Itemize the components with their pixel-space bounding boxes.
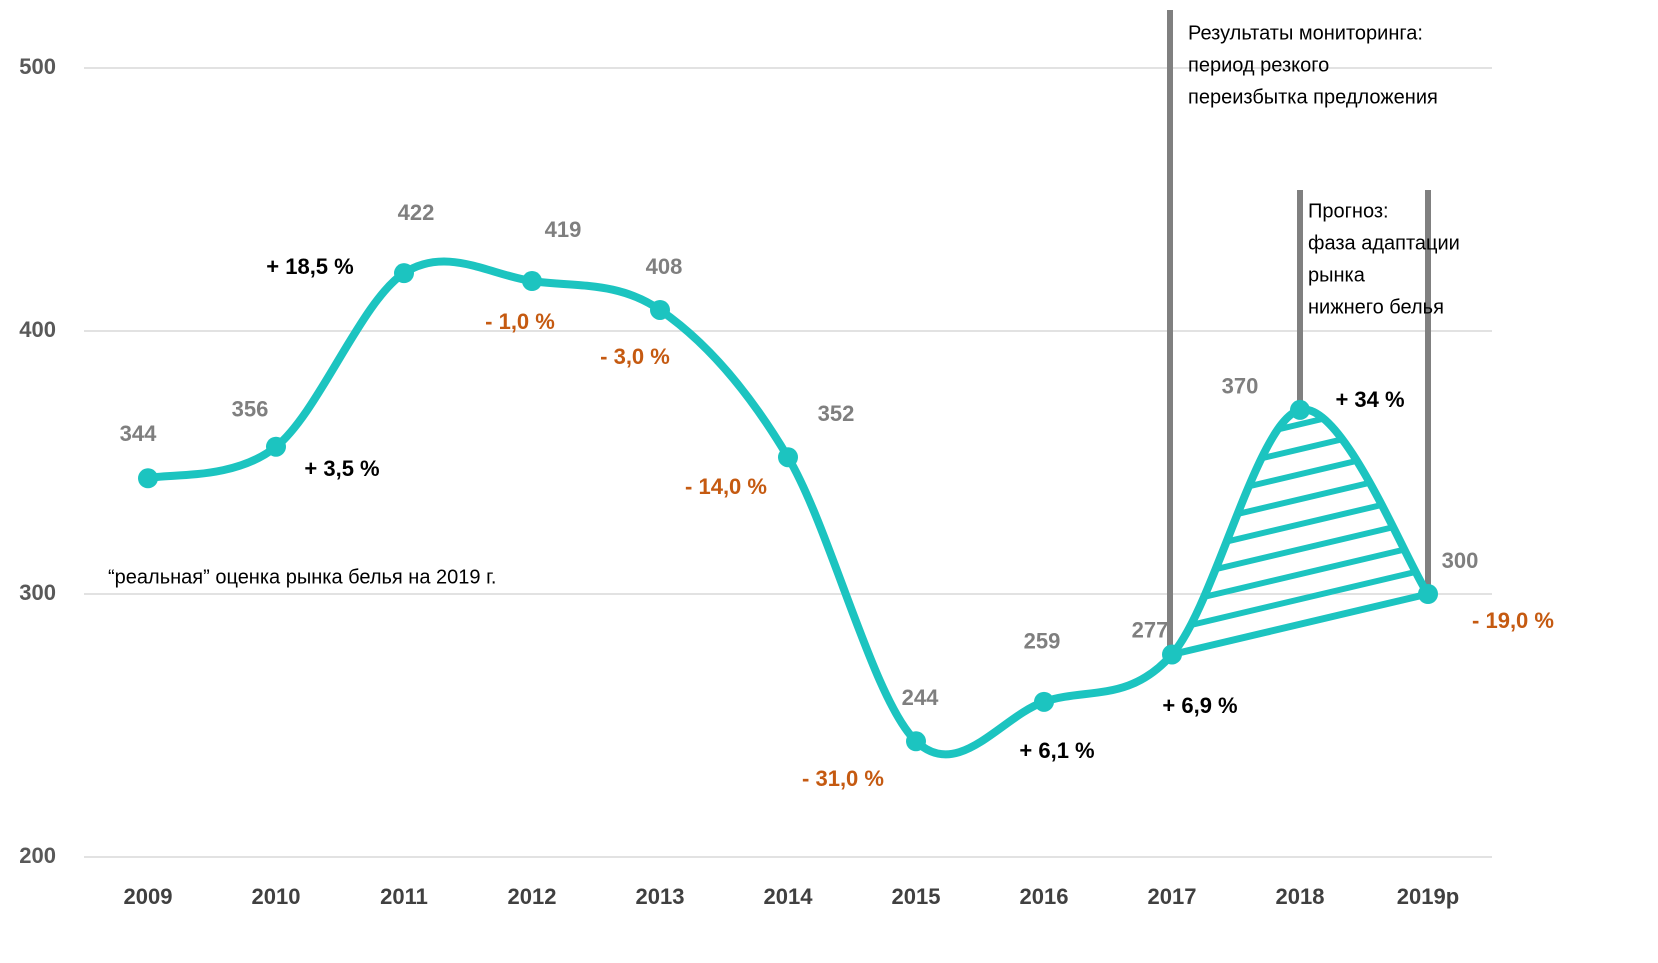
value-label: 300 — [1442, 548, 1479, 573]
value-label: 419 — [545, 217, 582, 242]
x-tick-label: 2011 — [380, 884, 428, 909]
x-tick-label: 2013 — [636, 884, 685, 909]
marker — [1034, 691, 1054, 712]
value-label: 244 — [902, 685, 939, 710]
forecast-note: нижнего белья — [1308, 296, 1444, 318]
value-label: 352 — [818, 401, 855, 426]
value-label: 370 — [1222, 374, 1259, 399]
x-tick-label: 2009 — [124, 884, 173, 909]
value-label: 408 — [646, 254, 683, 279]
marker — [906, 731, 926, 752]
marker — [522, 271, 542, 292]
y-tick-label: 400 — [19, 317, 56, 342]
change-label: + 34 % — [1335, 387, 1404, 412]
forecast-note: рынка — [1308, 264, 1366, 286]
x-tick-label: 2016 — [1020, 884, 1069, 909]
value-label: 344 — [120, 421, 157, 446]
forecast-note: фаза адаптации — [1308, 232, 1460, 254]
x-tick-label: 2014 — [764, 884, 814, 909]
hatch-outline — [1171, 590, 1429, 658]
value-label: 356 — [232, 397, 269, 422]
marker — [1418, 584, 1438, 604]
change-label: - 1,0 % — [485, 309, 555, 334]
change-label: + 6,1 % — [1019, 738, 1094, 763]
value-label: 277 — [1132, 617, 1169, 642]
x-tick-label: 2012 — [508, 884, 557, 909]
y-tick-label: 200 — [19, 843, 56, 868]
line — [144, 257, 1432, 759]
marker — [1162, 644, 1182, 665]
x-tick-label: 2019p — [1397, 884, 1459, 909]
marker — [1290, 399, 1310, 420]
x-tick-label: 2015 — [892, 884, 941, 909]
marker — [650, 299, 670, 320]
change-label: + 3,5 % — [304, 456, 379, 481]
y-tick-label: 500 — [19, 54, 56, 79]
marker — [394, 263, 414, 284]
marker — [266, 436, 286, 457]
change-label: - 31,0 % — [802, 766, 884, 791]
hatch-stripe — [1172, 561, 1428, 638]
estimate-note: “реальная” оценка рынка белья на 2019 г. — [108, 566, 497, 588]
marker — [778, 447, 798, 468]
y-tick-label: 300 — [19, 580, 56, 605]
change-label: + 6,9 % — [1162, 693, 1237, 718]
x-tick-label: 2010 — [252, 884, 301, 909]
value-label: 422 — [398, 200, 435, 225]
change-label: - 3,0 % — [600, 344, 670, 369]
value-label: 259 — [1024, 629, 1061, 654]
x-tick-label: 2017 — [1148, 884, 1197, 909]
change-label: - 14,0 % — [685, 474, 767, 499]
marker — [138, 468, 158, 489]
forecast-note: Прогноз: — [1308, 200, 1389, 222]
change-label: + 18,5 % — [266, 254, 353, 279]
monitoring-note: Результаты мониторинга: — [1188, 22, 1423, 44]
change-label: - 19,0 % — [1472, 608, 1554, 633]
x-tick-label: 2018 — [1276, 884, 1325, 909]
monitoring-note: период резкого — [1188, 54, 1329, 76]
monitoring-note: переизбытка предложения — [1188, 86, 1438, 108]
